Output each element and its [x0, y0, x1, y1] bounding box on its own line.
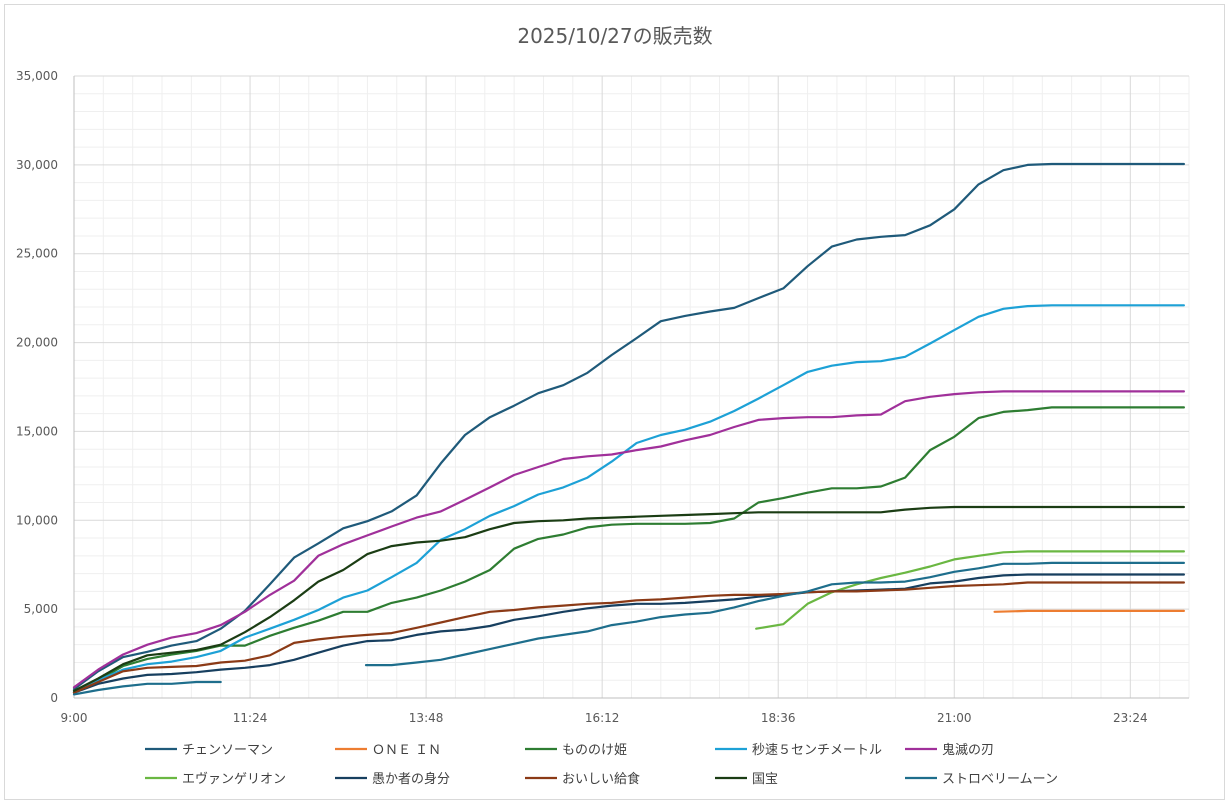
legend-label: 国宝: [752, 772, 778, 787]
x-tick-label: 21:00: [937, 711, 972, 725]
y-tick-label: 25,000: [16, 247, 58, 261]
y-tick-label: 5,000: [24, 602, 58, 616]
legend-label: 秒速５センチメートル: [752, 743, 882, 758]
series-line-7: [72, 581, 1186, 694]
series-line-5: [755, 550, 1186, 630]
series-line-0: [72, 162, 1186, 691]
x-tick-label: 18:36: [761, 711, 796, 725]
legend: チェンソーマン ＯＮＥ ＩＮ もののけ姫 秒速５センチメートル 鬼滅の刃エヴァンゲリオン…: [145, 742, 1058, 787]
series-line-2: [72, 406, 1186, 694]
y-tick-label: 10,000: [16, 513, 58, 527]
legend-label: ＯＮＥ ＩＮ: [372, 743, 441, 758]
legend-label: チェンソーマン: [182, 743, 273, 758]
series-line-10: [364, 561, 1186, 667]
series-line-4: [72, 390, 1186, 689]
series-line-1: [993, 609, 1186, 613]
series-line-6: [72, 573, 1186, 694]
legend-label: もののけ姫: [562, 743, 627, 758]
x-tick-label: 13:48: [409, 711, 444, 725]
series-line-8: [72, 505, 1186, 693]
legend-label: 愚か者の身分: [372, 771, 450, 787]
legend-label: ストロベリームーン: [942, 772, 1058, 787]
axes: 0 5,000 10,000 15,000 20,000 25,000 30,000 35,0…: [16, 69, 1189, 725]
x-tick-label: 11:24: [233, 711, 268, 725]
x-tick-label: 9:00: [61, 711, 88, 725]
y-tick-label: 20,000: [16, 336, 58, 350]
y-tick-label: 35,000: [16, 69, 58, 83]
legend-label: おいしい給食: [562, 771, 640, 787]
legend-label: エヴァンゲリオン: [182, 771, 286, 787]
x-tick-label: 16:12: [585, 711, 620, 725]
series-line-3: [72, 304, 1186, 693]
x-tick-label: 23:24: [1113, 711, 1148, 725]
chart-title: 2025/10/27の販売数: [517, 24, 712, 48]
y-tick-label: 30,000: [16, 158, 58, 172]
series-line-9: [72, 680, 222, 696]
y-tick-label: 0: [50, 691, 58, 705]
series-lines: [72, 162, 1186, 696]
legend-label: 鬼滅の刃: [942, 742, 994, 758]
y-tick-label: 15,000: [16, 424, 58, 438]
grid: [73, 75, 1190, 699]
chart-frame: [4, 4, 1225, 800]
